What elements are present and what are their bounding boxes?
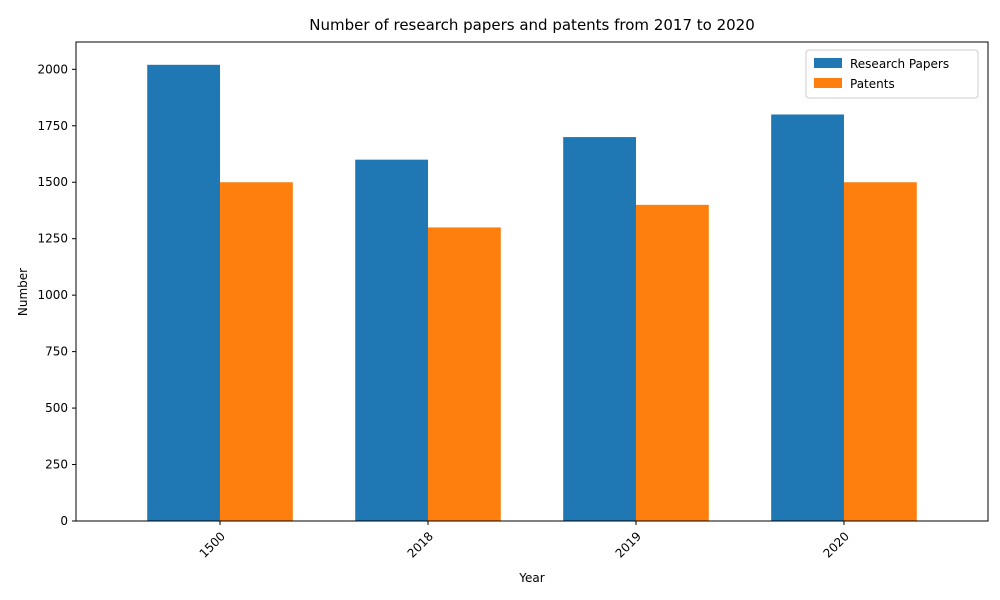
legend-label: Research Papers bbox=[850, 57, 949, 71]
bar-research-papers-2018 bbox=[355, 159, 429, 521]
bar-research-papers-2019 bbox=[563, 137, 636, 521]
x-tick-label: 2018 bbox=[405, 529, 436, 560]
y-tick-label: 250 bbox=[45, 458, 68, 472]
y-tick-label: 1500 bbox=[37, 175, 68, 189]
y-tick-label: 500 bbox=[45, 401, 68, 415]
bar-patents-2019 bbox=[635, 204, 709, 522]
plot-area: 0 250 500 750 1000 1250 1500 1750 2000 1500 2018 20… bbox=[37, 41, 989, 561]
y-tick-label: 1250 bbox=[37, 232, 68, 246]
y-tick-label: 1750 bbox=[37, 119, 68, 133]
y-tick-label: 0 bbox=[60, 514, 68, 528]
bar-research-papers-2020 bbox=[771, 114, 844, 521]
x-axis-label: Year bbox=[518, 571, 544, 585]
axes-frame bbox=[75, 41, 989, 522]
x-tick-label: 2020 bbox=[821, 529, 852, 560]
bar-patents-1500 bbox=[220, 182, 293, 521]
bar-patents-2020 bbox=[843, 182, 917, 521]
bar-research-papers-1500 bbox=[147, 64, 221, 522]
legend-swatch bbox=[814, 58, 842, 68]
legend: Research Papers Patents bbox=[805, 49, 979, 99]
y-tick-label: 1000 bbox=[37, 288, 68, 302]
y-axis-label: Number bbox=[16, 268, 30, 316]
legend-box bbox=[805, 49, 979, 99]
legend-label: Patents bbox=[850, 77, 895, 91]
x-tick-label: 1500 bbox=[197, 529, 228, 560]
legend-swatch bbox=[814, 78, 842, 88]
x-tick-label: 2019 bbox=[613, 529, 644, 560]
bar-patents-2018 bbox=[428, 227, 501, 522]
chart-title: Number of research papers and patents fr… bbox=[309, 16, 755, 34]
y-tick-label: 2000 bbox=[37, 62, 68, 76]
y-tick-label: 750 bbox=[45, 345, 68, 359]
